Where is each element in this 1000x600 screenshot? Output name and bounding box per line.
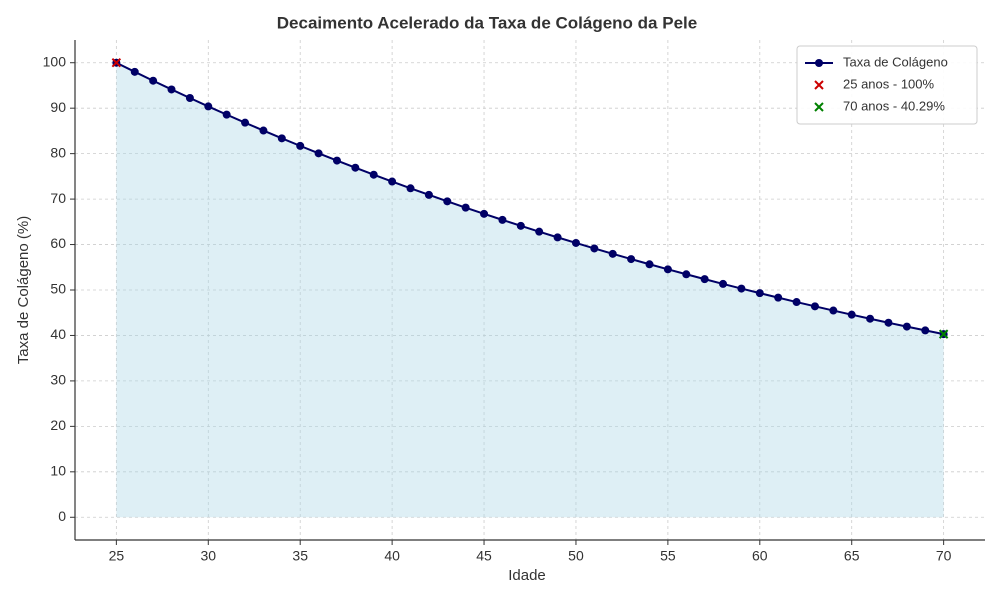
x-tick-label: 30 <box>200 548 216 564</box>
y-axis-label: Taxa de Colágeno (%) <box>15 216 32 364</box>
x-tick-label: 25 <box>109 548 125 564</box>
point <box>314 149 323 158</box>
point <box>755 289 764 298</box>
point <box>516 221 525 230</box>
y-tick-label: 90 <box>50 99 66 115</box>
legend-marker <box>814 80 824 90</box>
point <box>535 227 544 236</box>
point <box>388 177 397 186</box>
x-tick-label: 35 <box>292 548 308 564</box>
x-tick-label: 45 <box>476 548 492 564</box>
legend-label: Taxa de Colágeno <box>843 54 948 69</box>
y-tick-label: 100 <box>43 53 67 69</box>
point <box>810 302 819 311</box>
x-tick-label: 70 <box>936 548 952 564</box>
point <box>222 110 231 119</box>
y-tick-label: 10 <box>50 463 66 479</box>
point <box>902 322 911 331</box>
point <box>774 293 783 302</box>
legend-point <box>815 59 823 67</box>
point <box>737 284 746 293</box>
point <box>167 85 176 94</box>
point <box>332 156 341 165</box>
point <box>424 190 433 199</box>
chart-title: Decaimento Acelerado da Taxa de Colágeno… <box>277 13 697 32</box>
x-tick-label: 40 <box>384 548 400 564</box>
point <box>259 126 268 135</box>
cross-stroke <box>111 58 122 68</box>
point <box>277 134 286 143</box>
point <box>829 306 838 315</box>
point <box>663 265 672 274</box>
point <box>719 279 728 288</box>
point <box>351 163 360 172</box>
y-tick-label: 20 <box>50 417 66 433</box>
point <box>847 310 856 319</box>
point <box>406 184 415 193</box>
cross-stroke <box>814 80 824 90</box>
legend-box <box>796 45 978 125</box>
point <box>627 255 636 264</box>
y-tick-label: 0 <box>58 508 66 524</box>
x-tick-label: 55 <box>660 548 676 564</box>
x-tick-label: 50 <box>568 548 584 564</box>
point <box>590 244 599 253</box>
area <box>116 62 944 518</box>
x-tick-label: 60 <box>752 548 768 564</box>
point <box>443 197 452 206</box>
y-tick-label: 70 <box>50 190 66 206</box>
point <box>149 76 158 85</box>
highlight-marker <box>938 329 949 339</box>
y-tick-label: 30 <box>50 372 66 388</box>
point <box>296 141 305 150</box>
point <box>700 275 709 284</box>
point <box>241 118 250 127</box>
point <box>571 238 580 247</box>
point <box>185 94 194 102</box>
y-tick-label: 60 <box>50 235 66 251</box>
point <box>204 102 213 111</box>
cross-stroke <box>814 102 824 112</box>
y-tick-label: 80 <box>50 144 66 160</box>
legend-marker <box>814 102 824 112</box>
point <box>498 215 507 224</box>
point <box>866 314 875 323</box>
point <box>608 249 617 258</box>
point <box>645 260 654 269</box>
point <box>682 270 691 279</box>
y-tick-label: 50 <box>50 281 66 297</box>
legend-label: 70 anos - 40.29% <box>843 98 945 113</box>
x-axis-label: Idade <box>508 567 546 584</box>
point <box>480 209 489 218</box>
point <box>921 326 930 335</box>
highlight-marker <box>111 58 122 68</box>
y-tick-label: 40 <box>50 326 66 342</box>
point <box>130 67 139 76</box>
point <box>792 298 801 307</box>
cross-stroke <box>938 329 949 339</box>
point <box>553 233 562 242</box>
line <box>115 61 944 336</box>
point <box>369 170 378 179</box>
point <box>884 318 893 327</box>
point <box>461 203 470 212</box>
legend-label: 25 anos - 100% <box>843 76 935 91</box>
x-tick-label: 65 <box>844 548 860 564</box>
